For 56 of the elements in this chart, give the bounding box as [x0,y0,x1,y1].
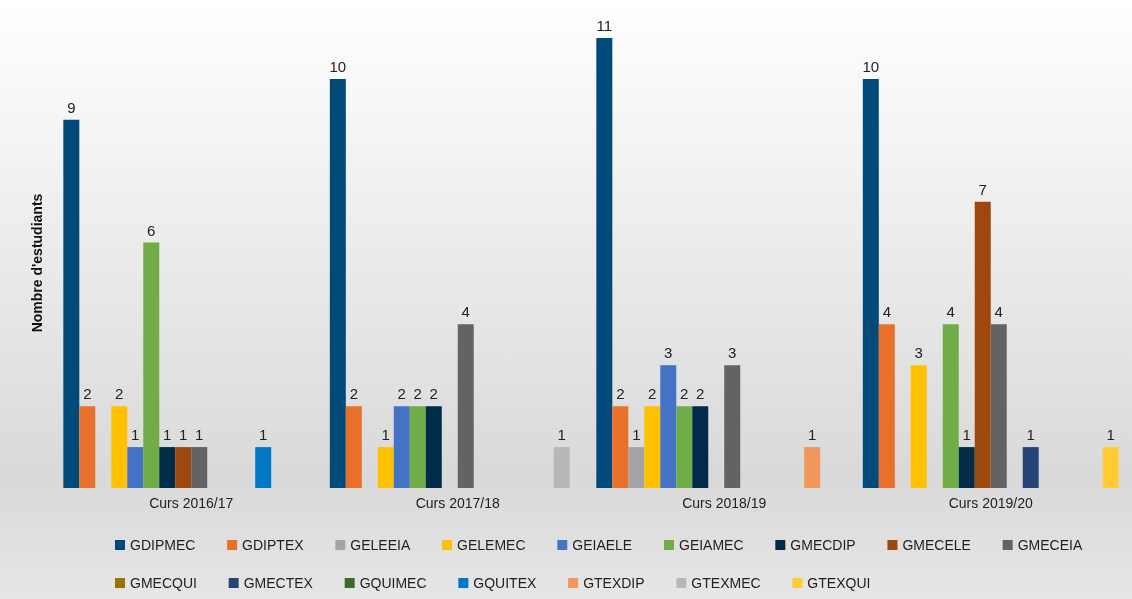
legend-label: GMECTEX [243,575,321,591]
data-label: 6 [147,221,156,239]
data-label: 4 [946,303,955,321]
y-axis-title: Nombre d'estudiants [29,193,45,333]
legend-label: GTEXMEC [691,575,769,591]
data-label: 2 [397,385,406,403]
data-label: 2 [616,385,625,403]
data-label: 2 [115,385,124,403]
legend-label: GTEXDIP [583,575,653,591]
legend-label: GEIAELE [572,537,640,553]
legend-label: GELEEIA [350,537,418,553]
data-label: 1 [962,426,971,444]
legend-label: GMECDIP [790,537,864,553]
data-label: 3 [728,344,737,362]
data-label: 1 [1106,426,1115,444]
x-tick-label: Curs 2017/18 [415,495,500,511]
data-label: 4 [882,303,891,321]
data-label: 10 [862,57,880,75]
x-tick-label: Curs 2016/17 [149,495,234,511]
data-label: 2 [696,385,705,403]
data-label: 1 [195,426,204,444]
data-label: 9 [67,98,76,116]
data-label: 2 [429,385,438,403]
data-label: 2 [349,385,358,403]
data-label: 1 [808,426,817,444]
data-label: 1 [163,426,172,444]
data-label: 4 [461,303,470,321]
data-label: 1 [131,426,140,444]
data-label: 2 [83,385,92,403]
data-label: 1 [259,426,268,444]
legend-label: GMECELE [902,537,979,553]
legend-label: GQUITEX [473,575,545,591]
legend-label: GEIAMEC [678,537,752,553]
data-label: 3 [664,344,673,362]
legend-label: GQUIMEC [359,575,435,591]
data-label: 4 [994,303,1003,321]
x-tick-label: Curs 2019/20 [948,495,1033,511]
data-label: 2 [648,385,657,403]
data-label: 7 [978,180,987,198]
legend-label: GTEXQUI [807,575,879,591]
data-label: 2 [413,385,422,403]
data-label: 1 [557,426,566,444]
data-label: 3 [914,344,923,362]
data-label: 2 [680,385,689,403]
data-label: 1 [632,426,641,444]
data-label: 10 [329,57,347,75]
data-label: 11 [596,17,613,34]
data-label: 1 [179,426,188,444]
legend-label: GELEMEC [457,537,534,553]
data-label: 1 [1026,426,1035,444]
legend-label: GMECEIA [1017,537,1090,553]
x-tick-label: Curs 2018/19 [682,495,767,511]
legend-label: GDIPMEC [130,537,204,553]
legend-label: GDIPTEX [242,537,312,553]
legend-label: GMECQUI [130,575,205,591]
data-label: 1 [381,426,390,444]
